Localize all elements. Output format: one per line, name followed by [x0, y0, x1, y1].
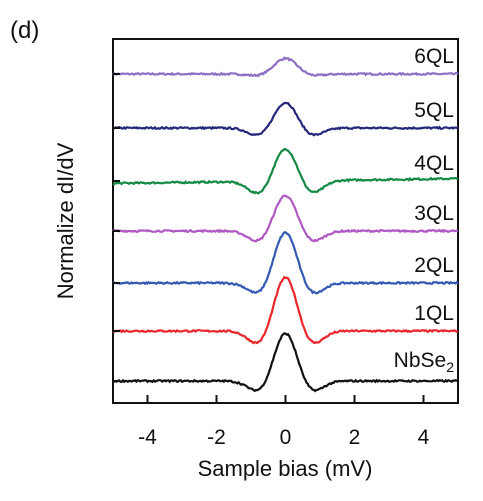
series-label-1ql: 1QL — [414, 302, 454, 325]
series-line-2ql — [112, 231, 459, 295]
series-line-5ql — [112, 101, 459, 137]
series-line-6ql — [112, 56, 459, 78]
x-tick-label: -2 — [207, 426, 226, 449]
series-line-nbse2 — [112, 332, 459, 393]
series-label-5ql: 5QL — [414, 99, 454, 122]
series-line-4ql — [112, 147, 459, 195]
curves-group — [112, 56, 459, 393]
series-label-6ql: 6QL — [414, 45, 454, 68]
x-tick-label: 2 — [349, 426, 361, 449]
series-label-nbse2: NbSe2 — [394, 349, 455, 375]
series-label-2ql: 2QL — [414, 254, 454, 277]
x-axis-label: Sample bias (mV) — [198, 456, 373, 481]
x-tick-label: 4 — [418, 426, 430, 449]
panel-label: (d) — [10, 17, 39, 44]
series-label-3ql: 3QL — [414, 202, 454, 225]
series-line-1ql — [112, 275, 459, 345]
curve-labels-group: 6QL 5QL 4QL 3QL 2QL 1QL NbSe2 — [394, 45, 455, 375]
x-axis-ticks: -4 -2 0 2 4 — [138, 395, 430, 449]
x-tick-label: 0 — [280, 426, 292, 449]
x-tick-label: -4 — [138, 426, 157, 449]
series-label-4ql: 4QL — [414, 152, 454, 175]
y-axis-label: Normalize dI/dV — [53, 142, 78, 299]
series-line-3ql — [112, 194, 459, 243]
